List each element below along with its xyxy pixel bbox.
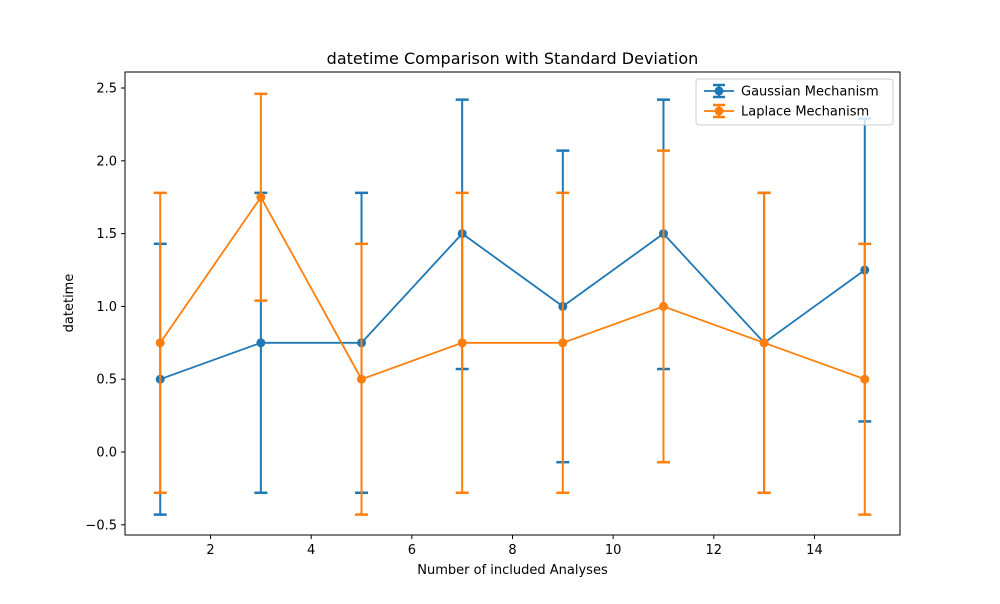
legend-marker (714, 86, 724, 96)
y-tick-label: 1.0 (96, 300, 117, 315)
plot-frame (124, 71, 901, 536)
x-axis-label: Number of included Analyses (417, 563, 608, 578)
x-tick-label: 2 (206, 543, 214, 558)
y-axis: −0.5 0.0 0.5 1.0 1.5 2.0 2.5 (85, 82, 125, 533)
legend-label: Gaussian Mechanism (741, 85, 879, 100)
legend: Gaussian Mechanism Laplace Mechanism (695, 78, 894, 126)
x-tick-label: 4 (307, 543, 315, 558)
series-line (159, 232, 866, 381)
y-tick-label: 0.5 (96, 373, 117, 388)
data-point (256, 192, 266, 202)
data-point (860, 374, 870, 384)
x-tick-label: 10 (605, 543, 622, 558)
legend-item: Gaussian Mechanism (704, 83, 879, 100)
y-axis-label: datetime (62, 274, 77, 333)
legend-item: Laplace Mechanism (704, 103, 869, 120)
y-tick-label: 2.5 (96, 82, 117, 97)
series-laplace (153, 92, 872, 516)
data-point (759, 338, 769, 348)
data-point (658, 301, 668, 311)
x-tick-label: 8 (508, 543, 516, 558)
legend-label: Laplace Mechanism (741, 105, 869, 120)
y-tick-label: 1.5 (96, 227, 117, 242)
plot-area (124, 71, 901, 536)
y-tick-label: 2.0 (96, 154, 117, 169)
legend-marker (714, 106, 724, 116)
x-tick-label: 6 (408, 543, 416, 558)
data-point (256, 338, 266, 348)
chart-title: datetime Comparison with Standard Deviat… (327, 49, 699, 68)
y-tick-label: −0.5 (85, 518, 117, 533)
data-point (457, 338, 467, 348)
legend-box (695, 78, 894, 126)
x-tick-label: 12 (706, 543, 723, 558)
x-tick-label: 14 (806, 543, 823, 558)
series-line (159, 195, 866, 381)
x-axis: 2 4 6 8 10 12 14 (206, 535, 823, 558)
y-tick-label: 0.0 (96, 446, 117, 461)
data-point (357, 374, 367, 384)
data-point (558, 338, 568, 348)
data-point (155, 338, 165, 348)
